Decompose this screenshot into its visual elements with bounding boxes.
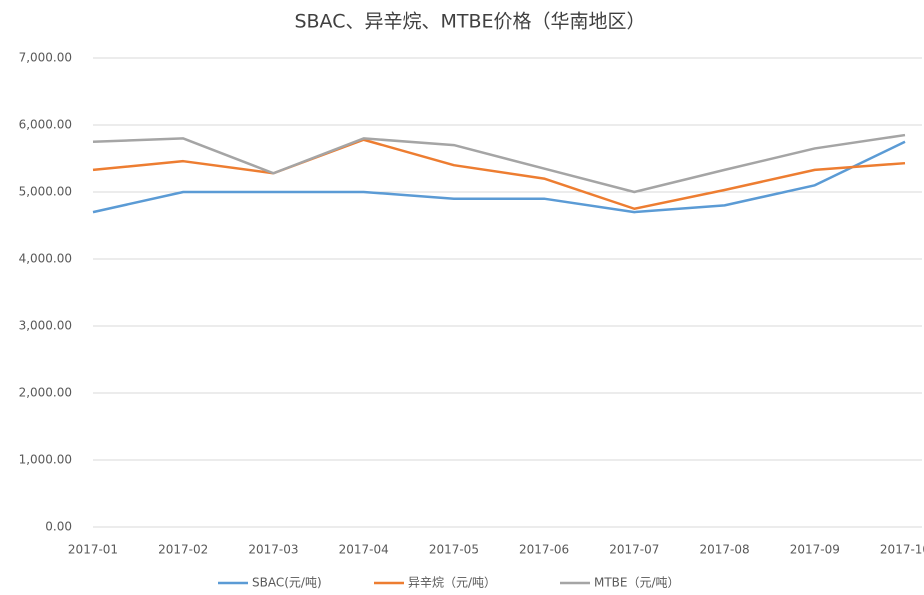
y-tick-label: 1,000.00 <box>19 453 72 467</box>
x-tick-label: 2017-10 <box>880 543 924 557</box>
y-tick-label: 5,000.00 <box>19 185 72 199</box>
y-tick-label: 4,000.00 <box>19 252 72 266</box>
x-tick-label: 2017-02 <box>158 543 208 557</box>
series-line <box>92 140 906 214</box>
x-tick-label: 2017-08 <box>699 543 749 557</box>
y-tick-label: 2,000.00 <box>19 386 72 400</box>
y-tick-label: 7,000.00 <box>19 51 72 65</box>
y-tick-label: 0.00 <box>45 520 72 534</box>
legend-label: 异辛烷（元/吨） <box>408 576 496 590</box>
x-tick-label: 2017-04 <box>339 543 389 557</box>
series-line <box>92 138 906 210</box>
x-tick-label: 2017-03 <box>248 543 298 557</box>
x-tick-label: 2017-05 <box>429 543 479 557</box>
legend-label: SBAC(元/吨) <box>252 576 322 590</box>
chart-title: SBAC、异辛烷、MTBE价格（华南地区） <box>294 11 645 33</box>
y-tick-label: 6,000.00 <box>19 118 72 132</box>
x-tick-label: 2017-06 <box>519 543 569 557</box>
x-tick-label: 2017-09 <box>790 543 840 557</box>
x-tick-label: 2017-01 <box>68 543 118 557</box>
series-line <box>92 133 906 194</box>
y-tick-label: 3,000.00 <box>19 319 72 333</box>
x-tick-label: 2017-07 <box>609 543 659 557</box>
legend-label: MTBE（元/吨） <box>594 576 680 590</box>
